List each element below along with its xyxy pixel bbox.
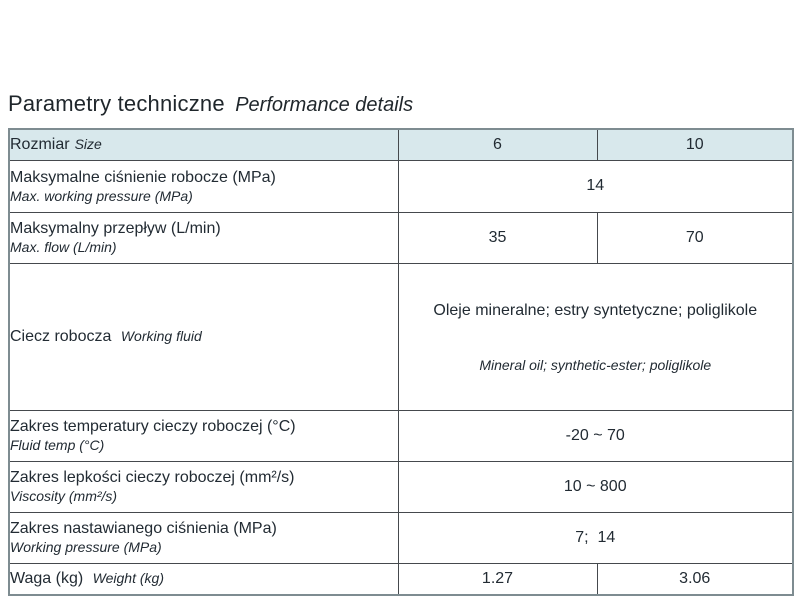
spec-label-polish: Zakres temperatury cieczy roboczej (°C) [10, 418, 296, 435]
spec-label-cell: Waga (kg) Weight (kg) [8, 562, 399, 596]
spec-value-size-6-cell: 1.27 [397, 562, 598, 596]
performance-details-table: Rozmiar Size 6 10 Maksymalne ciśnienie ro… [8, 128, 794, 596]
spec-label-polish: Zakres lepkości cieczy roboczej (mm²/s) [10, 469, 295, 486]
spec-label-english: Viscosity (mm²/s) [10, 488, 118, 504]
table-row-max-working-pressure: Maksymalne ciśnienie robocze (MPa) Max. … [8, 159, 794, 213]
spec-label-cell: Zakres nastawianego ciśnienia (MPa) Work… [8, 511, 399, 564]
spec-value-cell: 7; 14 [397, 511, 794, 564]
header-label-polish: Rozmiar [10, 135, 70, 153]
spec-label-cell: Ciecz robocza Working fluid [8, 262, 399, 411]
spec-label-cell: Zakres temperatury cieczy roboczej (°C) … [8, 409, 399, 462]
table-row-working-fluid: Ciecz robocza Working fluid Oleje minera… [8, 262, 794, 411]
spec-label-english: Fluid temp (°C) [10, 437, 105, 453]
spec-label-cell: Zakres lepkości cieczy roboczej (mm²/s) … [8, 460, 399, 513]
spec-value-cell: -20 ~ 70 [397, 409, 794, 462]
spec-label-english: Max. flow (L/min) [10, 239, 117, 255]
table-row-viscosity: Zakres lepkości cieczy roboczej (mm²/s) … [8, 460, 794, 513]
page-title-english: Performance details [235, 94, 414, 116]
spec-label-cell: Maksymalne ciśnienie robocze (MPa) Max. … [8, 159, 399, 213]
header-size-label-cell: Rozmiar Size [8, 128, 399, 161]
table-row-working-pressure-range: Zakres nastawianego ciśnienia (MPa) Work… [8, 511, 794, 564]
spec-label-english: Max. working pressure (MPa) [10, 187, 193, 204]
header-size-10-cell: 10 [596, 128, 794, 161]
spec-label-english: Working pressure (MPa) [10, 539, 162, 555]
spec-label-english: Working fluid [120, 327, 202, 344]
spec-label-polish: Maksymalny przepływ (L/min) [10, 220, 221, 237]
table-row-fluid-temp: Zakres temperatury cieczy roboczej (°C) … [8, 409, 794, 462]
spec-value-size-6-cell: 35 [397, 211, 598, 264]
spec-label-polish: Zakres nastawianego ciśnienia (MPa) [10, 520, 277, 537]
spec-value-cell: 10 ~ 800 [397, 460, 794, 513]
spec-value-cell: Oleje mineralne; estry syntetyczne; poli… [397, 262, 794, 411]
spec-value-size-10-cell: 70 [596, 211, 794, 264]
spec-label-polish: Maksymalne ciśnienie robocze (MPa) [10, 168, 276, 186]
spec-label-cell: Maksymalny przepływ (L/min) Max. flow (L… [8, 211, 399, 264]
table-row-weight: Waga (kg) Weight (kg) 1.27 3.06 [8, 562, 794, 596]
spec-value-english: Mineral oil; synthetic-ester; poliglikol… [479, 356, 712, 373]
spec-value-size-10-cell: 3.06 [596, 562, 794, 596]
table-header-row: Rozmiar Size 6 10 [8, 128, 794, 161]
spec-value-cell: 14 [397, 159, 794, 213]
table-row-max-flow: Maksymalny przepływ (L/min) Max. flow (L… [8, 211, 794, 264]
spec-label-polish: Waga (kg) [10, 569, 84, 587]
page-title: Parametry techniczne Performance details [8, 91, 413, 117]
spec-label-english: Weight (kg) [92, 569, 164, 586]
header-label-english: Size [74, 135, 102, 152]
spec-label-polish: Ciecz robocza [10, 327, 112, 345]
page-title-polish: Parametry techniczne [8, 91, 225, 116]
header-size-6-cell: 6 [397, 128, 598, 161]
spec-value-polish: Oleje mineralne; estry syntetyczne; poli… [433, 301, 758, 319]
